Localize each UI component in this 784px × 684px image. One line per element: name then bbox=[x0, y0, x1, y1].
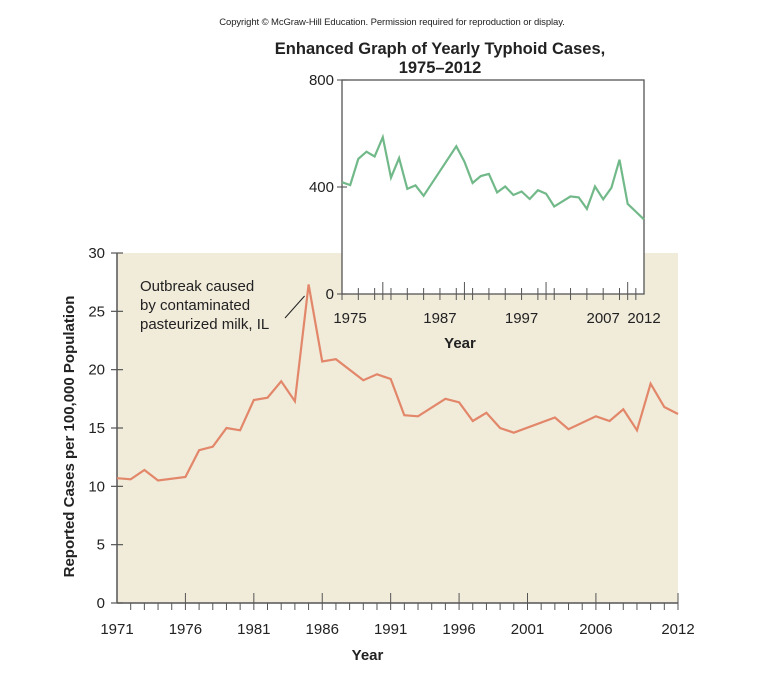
main-plot-background bbox=[117, 253, 678, 603]
inset-series-line bbox=[341, 133, 645, 221]
inset-x-axis-title: Year bbox=[444, 335, 476, 352]
inset-tick-labels: 0 400 800 1975 1987 1997 2007 2012 bbox=[309, 72, 661, 327]
main-y-tick-label: 15 bbox=[88, 420, 105, 437]
main-y-tick-label: 30 bbox=[88, 245, 105, 262]
inset-x-tick-label: 1975 bbox=[333, 310, 366, 327]
main-x-tick-label: 1986 bbox=[306, 621, 339, 638]
inset-x-tick-label: 2012 bbox=[627, 310, 660, 327]
inset-plot-background bbox=[342, 80, 644, 294]
main-y-tick-label: 25 bbox=[88, 303, 105, 320]
inset-x-tick-label: 1987 bbox=[423, 310, 456, 327]
main-x-tick-label: 1976 bbox=[169, 621, 202, 638]
inset-x-tick-label: 1997 bbox=[505, 310, 538, 327]
annotation-line-1: Outbreak caused bbox=[140, 278, 254, 295]
outbreak-annotation: Outbreak caused by contaminated pasteuri… bbox=[140, 278, 305, 333]
main-x-tick-label: 2012 bbox=[661, 621, 694, 638]
inset-x-tick-label: 2007 bbox=[587, 310, 620, 327]
main-y-tick-label: 20 bbox=[88, 362, 105, 379]
main-y-tick-label: 10 bbox=[88, 478, 105, 495]
main-x-tick-label: 2001 bbox=[511, 621, 544, 638]
annotation-leader-line bbox=[284, 295, 305, 319]
inset-y-tick-label: 400 bbox=[309, 179, 334, 196]
main-x-tick-label: 1996 bbox=[442, 621, 475, 638]
main-x-axis-title: Year bbox=[352, 647, 384, 664]
main-axes bbox=[111, 252, 679, 610]
inset-subtitle: 1975–2012 bbox=[399, 59, 482, 77]
main-tick-labels: 0 5 10 15 20 25 30 1971 1976 1981 1986 1991 1996 2001… bbox=[88, 245, 694, 638]
main-y-tick-label: 0 bbox=[97, 595, 105, 612]
annotation-line-3: pasteurized milk, IL bbox=[140, 316, 269, 333]
main-series-line bbox=[116, 284, 679, 482]
copyright-notice: Copyright © McGraw-Hill Education. Permi… bbox=[219, 17, 565, 28]
main-x-tick-label: 1971 bbox=[100, 621, 133, 638]
main-y-tick-label: 5 bbox=[97, 537, 105, 554]
annotation-line-2: by contaminated bbox=[140, 297, 250, 314]
inset-y-tick-label: 800 bbox=[309, 72, 334, 89]
inset-axes bbox=[337, 79, 645, 300]
main-x-tick-label: 2006 bbox=[579, 621, 612, 638]
main-y-axis-title: Reported Cases per 100,000 Population bbox=[61, 296, 78, 578]
inset-title: Enhanced Graph of Yearly Typhoid Cases, bbox=[275, 40, 605, 58]
inset-y-tick-label: 0 bbox=[326, 286, 334, 303]
main-x-tick-label: 1981 bbox=[237, 621, 270, 638]
main-x-tick-label: 1991 bbox=[374, 621, 407, 638]
